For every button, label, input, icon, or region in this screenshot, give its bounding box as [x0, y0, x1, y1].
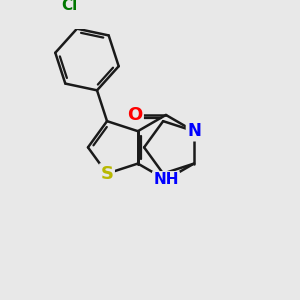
Text: NH: NH [153, 172, 179, 187]
Text: Cl: Cl [61, 0, 78, 13]
Text: N: N [187, 122, 201, 140]
Text: O: O [127, 106, 142, 124]
Text: S: S [100, 165, 113, 183]
